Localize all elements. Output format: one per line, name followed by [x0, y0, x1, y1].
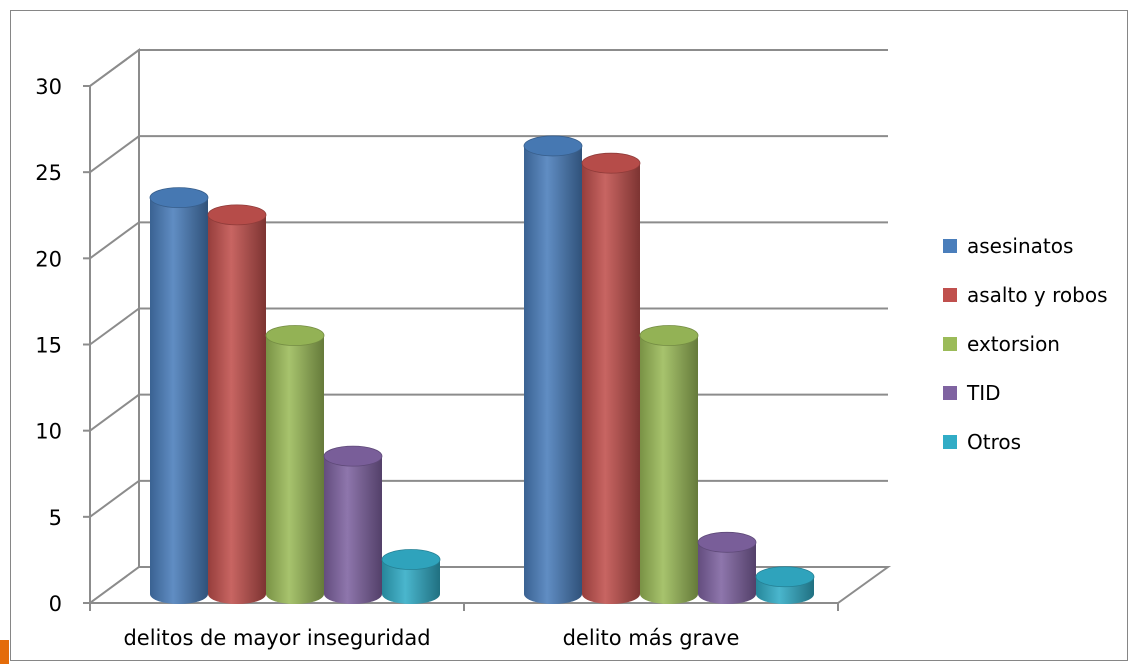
y-tick-label: 25: [35, 161, 62, 185]
legend-label: asalto y robos: [967, 283, 1108, 307]
bar-top: [381, 549, 441, 570]
bar: [640, 335, 698, 604]
chart-frame: [0, 10, 1128, 664]
bar: [698, 542, 756, 604]
x-tick-label: delito más grave: [563, 626, 740, 650]
y-tick-label: 30: [35, 75, 62, 99]
bar-top: [149, 187, 209, 209]
legend-label: extorsion: [967, 332, 1060, 356]
y-tick-label: 0: [49, 592, 62, 616]
gridline: [89, 49, 888, 87]
legend-swatch: [943, 386, 957, 400]
bar-top: [697, 531, 757, 553]
corner-accent: [0, 640, 9, 664]
y-tick-label: 5: [49, 506, 62, 530]
y-tick-label: 10: [35, 420, 62, 444]
bar: [266, 335, 324, 604]
bar-top: [581, 152, 641, 174]
bar-top: [755, 566, 815, 588]
y-tick-label: 15: [35, 334, 62, 358]
y-tick-label: 20: [35, 247, 62, 271]
bar: [324, 456, 382, 604]
y-axis-ticks: 0 5 10 15 20 25 30: [35, 75, 90, 616]
x-axis-ticks: delitos de mayor inseguridad delito más g…: [89, 603, 839, 650]
gridline: [89, 135, 888, 173]
legend-swatch: [943, 239, 957, 253]
legend-swatch: [943, 435, 957, 449]
legend: asesinatos asalto y robos extorsion TID Otro…: [943, 234, 1108, 454]
bar-top: [265, 325, 325, 346]
legend-swatch: [943, 288, 957, 302]
bar: [150, 197, 208, 604]
bar-top: [323, 445, 383, 467]
bar: [524, 145, 582, 604]
plot-border: [10, 10, 1128, 661]
x-tick-label: delitos de mayor inseguridad: [123, 626, 430, 650]
bar: [382, 559, 440, 604]
bar: [208, 214, 266, 604]
legend-swatch: [943, 337, 957, 351]
legend-label: TID: [966, 381, 1001, 405]
legend-label: Otros: [967, 430, 1021, 454]
bar-top: [639, 325, 699, 346]
legend-label: asesinatos: [967, 234, 1073, 258]
bars: [149, 135, 815, 604]
bar-top: [207, 204, 267, 226]
bar: [582, 163, 640, 604]
bar-top: [523, 135, 583, 157]
